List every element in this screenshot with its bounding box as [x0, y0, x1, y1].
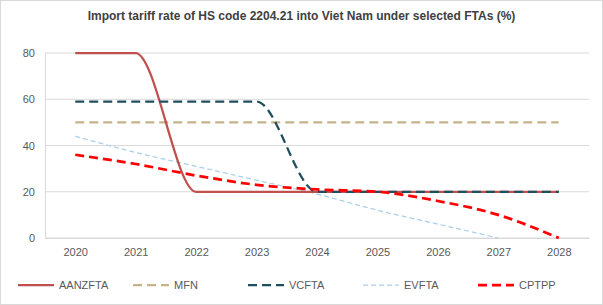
x-tick: 2027 [487, 238, 511, 258]
series-lines [75, 53, 559, 238]
x-tick-label: 2022 [184, 246, 208, 258]
y-tick-label: 60 [23, 93, 35, 105]
legend-label: CPTPP [519, 279, 556, 291]
x-axis-line [46, 238, 590, 239]
y-axis-line [45, 54, 46, 239]
legend-label: VCFTA [289, 279, 325, 291]
chart: Import tariff rate of HS code 2204.21 in… [0, 0, 603, 305]
y-axis: 0 20 40 60 80 [23, 47, 46, 244]
y-tick: 60 [23, 93, 45, 105]
legend-entry: MFN [133, 279, 198, 291]
legend: AANZFTA MFN VCFTA EVFTA CPTPP [18, 279, 556, 291]
x-tick: 2028 [547, 238, 571, 258]
x-tick-label: 2028 [547, 246, 571, 258]
legend-entry: AANZFTA [18, 279, 109, 291]
legend-swatch [478, 284, 514, 287]
legend-swatch [133, 284, 169, 286]
x-tick-label: 2026 [426, 246, 450, 258]
x-tick: 2020 [63, 238, 87, 258]
legend-swatch [363, 284, 399, 285]
x-tick-label: 2020 [63, 246, 87, 258]
y-tick-label: 20 [23, 186, 35, 198]
x-tick: 2024 [305, 238, 329, 258]
grid-line [45, 99, 589, 100]
title: Import tariff rate of HS code 2204.21 in… [88, 9, 516, 23]
series-line [75, 155, 559, 238]
x-tick: 2023 [245, 238, 269, 258]
y-tick-label: 0 [29, 232, 35, 244]
series-line [75, 53, 559, 192]
legend-entry: EVFTA [363, 279, 439, 291]
y-tick: 40 [23, 140, 45, 152]
y-tick-label: 40 [23, 140, 35, 152]
x-tick-label: 2027 [487, 246, 511, 258]
grid-line [45, 145, 589, 146]
x-tick-label: 2021 [124, 246, 148, 258]
chart-border [1, 1, 603, 305]
y-tick: 0 [29, 232, 45, 244]
legend-label: MFN [174, 279, 198, 291]
y-tick: 20 [23, 186, 45, 198]
x-tick: 2022 [184, 238, 208, 258]
plot: 0204060802020202120222023202420252026202… [23, 47, 590, 258]
x-tick: 2025 [366, 238, 390, 258]
grid-line [45, 238, 589, 239]
legend-swatch [18, 284, 54, 286]
y-tick: 80 [23, 47, 45, 59]
x-tick-label: 2025 [366, 246, 390, 258]
grid [45, 53, 589, 238]
legend-label: AANZFTA [59, 279, 109, 291]
series-line [75, 121, 559, 123]
legend-label: EVFTA [404, 279, 439, 291]
x-tick-label: 2023 [245, 246, 269, 258]
series-line [75, 102, 559, 192]
legend-swatch [248, 284, 284, 286]
legend-entry: VCFTA [248, 279, 325, 291]
legend-entry: CPTPP [478, 279, 556, 291]
x-tick: 2021 [124, 238, 148, 258]
y-tick-label: 80 [23, 47, 35, 59]
x-tick-label: 2024 [305, 246, 329, 258]
x-axis: 2020 2021 2022 2023 2024 2025 2026 2027 2028 [46, 238, 590, 258]
x-tick: 2026 [426, 238, 450, 258]
